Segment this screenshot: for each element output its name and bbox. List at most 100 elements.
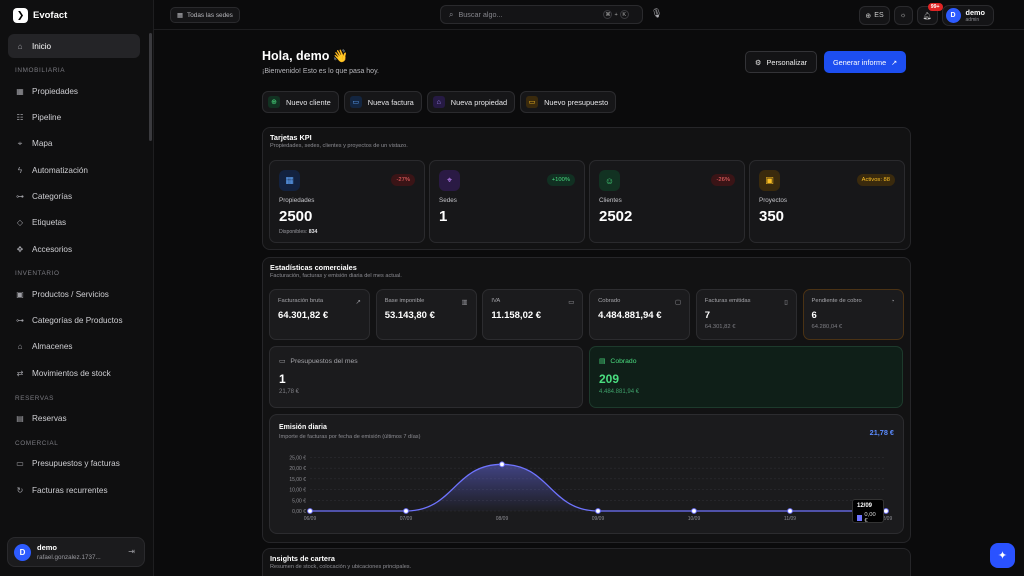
document-icon: ▭ xyxy=(16,459,24,469)
customize-label: Personalizar xyxy=(766,57,808,67)
kpi-card-clientes[interactable]: ☺ -26% Clientes 2502 xyxy=(589,160,745,243)
box-icon: ▣ xyxy=(16,289,24,299)
theme-toggle[interactable]: ☼ xyxy=(893,6,913,25)
quick-action-0[interactable]: ⊕ Nuevo cliente xyxy=(262,91,339,113)
shortcut-mod: ⌘ xyxy=(603,10,613,19)
chart-point-09/09[interactable] xyxy=(595,508,601,514)
stat-value: 4.484.881,94 € xyxy=(598,310,662,321)
repeat-icon: ↻ xyxy=(16,485,24,495)
sidebar-item-inicio[interactable]: ⌂ Inicio xyxy=(8,34,140,58)
summary-card-0[interactable]: ▭ Presupuestos del mes 1 21,78 € xyxy=(269,346,583,408)
arrow-up-right-icon: ↗ xyxy=(891,57,898,67)
chart-point-11/09[interactable] xyxy=(787,508,793,514)
kpi-card-sedes[interactable]: ⌖ +100% Sedes 1 xyxy=(429,160,585,243)
sidebar-nav: ⌂ Inicio INMOBILIARIA ▦ Propiedades ☷ Pipeline… xyxy=(8,34,140,504)
assistant-fab[interactable]: ✦ xyxy=(990,543,1015,568)
sidebar-item-recurrentes[interactable]: ↻ Facturas recurrentes xyxy=(8,478,140,502)
notifications-button[interactable]: 🔔︎ 99+ xyxy=(916,3,943,25)
kpi-card-propiedades[interactable]: ▦ -27% Propiedades 2500 Disponibles: 834 xyxy=(269,160,425,243)
sidebar-item-propiedades[interactable]: ▦ Propiedades xyxy=(8,79,140,103)
stat-card-0[interactable]: Facturación bruta ↗ 64.301,82 € xyxy=(269,289,370,340)
kpi-label: Sedes xyxy=(439,197,457,204)
briefcase-icon: ▣ xyxy=(759,170,780,191)
microphone-icon[interactable]: 🎙︎ xyxy=(651,8,663,18)
sidebar-item-movimientos[interactable]: ⇄ Movimientos de stock xyxy=(8,361,140,385)
x-tick-label: 06/09 xyxy=(304,516,317,522)
sidebar-item-almacenes[interactable]: ⌂ Almacenes xyxy=(8,335,140,359)
language-button[interactable]: ⊕ ES xyxy=(859,6,890,25)
tree-icon: ⊶ xyxy=(16,316,24,326)
chart-area xyxy=(310,464,886,511)
wallet-icon: ▢ xyxy=(674,299,682,306)
shortcut-key: K xyxy=(619,10,629,19)
pipeline-icon: ☷ xyxy=(16,113,24,123)
arrows-icon: ⇄ xyxy=(16,368,24,378)
sidebar-item-presupuestos[interactable]: ▭ Presupuestos y facturas xyxy=(8,452,140,476)
sidebar-item-reservas[interactable]: ▤ Reservas xyxy=(8,407,140,431)
sidebar-item-etiquetas[interactable]: ◇ Etiquetas xyxy=(8,211,140,235)
quick-action-2[interactable]: ⌂ Nueva propiedad xyxy=(426,91,516,113)
search-input[interactable] xyxy=(458,10,599,19)
generate-report-button[interactable]: Generar informe ↗ xyxy=(824,51,907,73)
customize-button[interactable]: ⚙ Personalizar xyxy=(745,51,818,73)
stats-panel-title: Estadísticas comerciales xyxy=(270,263,357,272)
sidebar-item-mapa[interactable]: ⌖ Mapa xyxy=(8,132,140,156)
summary-card-1[interactable]: ▤ Cobrado 209 4.484.881,94 € xyxy=(589,346,903,408)
y-tick-label: 10,00 € xyxy=(289,488,306,494)
user-plus-icon: ⊕ xyxy=(268,96,280,108)
generate-report-label: Generar informe xyxy=(833,57,887,67)
chart-point-06/09[interactable] xyxy=(307,508,313,514)
chart-svg: 0,00 € 5,00 € 10,00 € 15,00 € 20,00 € 25,00 €… xyxy=(289,455,893,522)
chart-point-10/09[interactable] xyxy=(691,508,697,514)
site-selector[interactable]: ▦ Todas las sedes xyxy=(170,7,240,23)
stat-sub: 64.301,82 € xyxy=(704,324,736,330)
language-label: ES xyxy=(874,12,884,19)
sidebar-item-label: Presupuestos y facturas xyxy=(32,459,120,469)
stat-card-5[interactable]: Pendiente de cobro ◔ 6 64.280,04 € xyxy=(802,289,904,340)
insights-panel-subtitle: Resumen de stock, colocación y ubicacion… xyxy=(270,564,412,570)
x-tick-label: 11/09 xyxy=(784,516,796,522)
chart-point-07/09[interactable] xyxy=(403,508,409,514)
stat-card-3[interactable]: Cobrado ▢ 4.484.881,94 € xyxy=(589,289,691,340)
quick-action-3[interactable]: ▭ Nuevo presupuesto xyxy=(520,91,617,113)
sidebar-item-automatizacion[interactable]: ϟ Automatización xyxy=(8,158,140,182)
sidebar-item-cat-productos[interactable]: ⊶ Categorías de Productos xyxy=(8,309,140,333)
search-shortcut: ⌘ + K xyxy=(603,10,629,19)
sidebar-item-label: Productos / Servicios xyxy=(32,289,109,299)
quick-action-label: Nueva factura xyxy=(367,97,414,107)
sidebar-user-card[interactable]: D demo rafael.gonzalez.1737... ⇥ xyxy=(7,537,145,567)
sidebar-item-label: Etiquetas xyxy=(32,218,67,228)
sidebar-scrollbar[interactable] xyxy=(149,33,152,141)
kpi-footnote-label: Disponibles: xyxy=(279,229,308,235)
stat-card-2[interactable]: IVA ▭ 11.158,02 € xyxy=(482,289,584,340)
y-tick-label: 15,00 € xyxy=(289,477,306,483)
sidebar-item-productos[interactable]: ▣ Productos / Servicios xyxy=(8,282,140,306)
sidebar-user-name: demo xyxy=(37,543,58,552)
notifications-badge: 99+ xyxy=(927,3,943,11)
search-bar[interactable]: ⌕ ⌘ + K xyxy=(440,5,643,24)
sidebar-item-label: Mapa xyxy=(32,139,53,149)
chart-line xyxy=(309,463,886,512)
topbar: ▦ Todas las sedes ⌕ ⌘ + K 🎙︎ ⊕ ES ☼ 🔔︎ 9… xyxy=(154,0,1024,30)
x-tick-label: 12/09 xyxy=(880,516,893,522)
user-menu[interactable]: D demo admin xyxy=(941,5,994,26)
stat-value: 11.158,02 € xyxy=(491,310,542,321)
logout-icon[interactable]: ⇥ xyxy=(128,547,135,556)
map-pin-icon: ⌖ xyxy=(17,138,23,148)
stat-card-1[interactable]: Base imponible ▥ 53.143,80 € xyxy=(375,289,477,340)
receipt-icon: ▤ xyxy=(599,358,606,365)
kpi-trend-badge: -27% xyxy=(391,174,415,186)
daily-emission-chart: Emisión diaria Importe de facturas por f… xyxy=(269,414,904,534)
page-subtitle: ¡Bienvenido! Esto es lo que pasa hoy. xyxy=(262,68,380,75)
chart-point-08/09[interactable] xyxy=(499,461,505,468)
chart-point-12/09[interactable] xyxy=(883,508,889,514)
stat-card-4[interactable]: Facturas emitidas ▯ 7 64.301,82 € xyxy=(695,289,797,340)
sidebar-item-accesorios[interactable]: ✥ Accesorios xyxy=(8,237,140,261)
sidebar-item-categorias[interactable]: ⊶ Categorías xyxy=(8,184,140,208)
sidebar-item-pipeline[interactable]: ☷ Pipeline xyxy=(8,106,140,130)
kpi-value: 1 xyxy=(439,208,448,225)
quick-action-1[interactable]: ▭ Nueva factura xyxy=(343,91,422,113)
kpi-card-proyectos[interactable]: ▣ Activos: 88 Proyectos 350 xyxy=(749,160,905,243)
brand[interactable]: ❯ Evofact xyxy=(13,8,67,23)
